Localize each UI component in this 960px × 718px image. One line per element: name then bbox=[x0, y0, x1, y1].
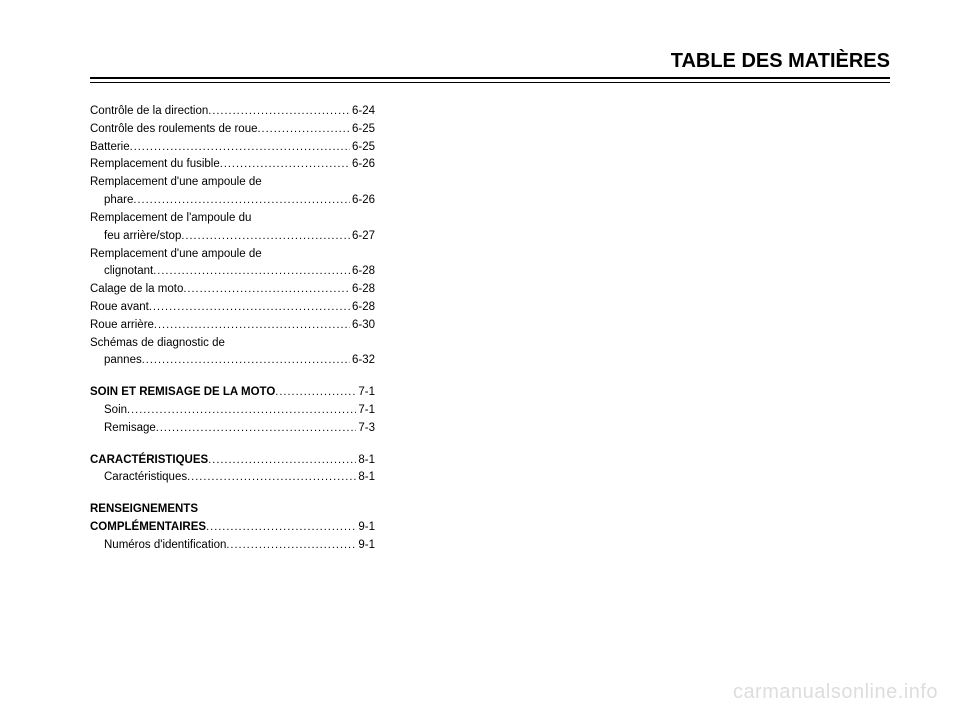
toc-page-number: 9-1 bbox=[356, 519, 375, 537]
toc-page-number: 8-1 bbox=[356, 452, 375, 470]
toc-row: Numéros d'identification 9-1 bbox=[90, 537, 375, 555]
toc-dot-leader bbox=[220, 156, 350, 173]
toc-label: Roue arrière bbox=[90, 317, 154, 335]
toc-label: CARACTÉRISTIQUES bbox=[90, 452, 208, 470]
toc-page-number: 6-24 bbox=[350, 103, 375, 121]
toc-row: COMPLÉMENTAIRES 9-1 bbox=[90, 519, 375, 537]
toc-row: Roue avant 6-28 bbox=[90, 299, 375, 317]
toc-label: Calage de la moto bbox=[90, 281, 183, 299]
toc-dot-leader bbox=[149, 299, 350, 316]
toc-row: Remplacement d'une ampoule de bbox=[90, 246, 375, 264]
toc-row: RENSEIGNEMENTS bbox=[90, 501, 375, 519]
toc-row: Remplacement d'une ampoule de bbox=[90, 174, 375, 192]
toc-dot-leader bbox=[127, 402, 356, 419]
toc-page-number: 6-27 bbox=[350, 228, 375, 246]
toc-label: Soin bbox=[104, 402, 127, 420]
toc-page-number: 6-28 bbox=[350, 263, 375, 281]
toc-dot-leader bbox=[208, 103, 350, 120]
toc-dot-leader bbox=[181, 228, 350, 245]
toc-section-gap bbox=[90, 370, 375, 384]
watermark-text: carmanualsonline.info bbox=[733, 681, 938, 704]
toc-label: Remisage bbox=[104, 420, 156, 438]
toc-label: Numéros d'identification bbox=[104, 537, 226, 555]
toc-row: Remplacement de l'ampoule du bbox=[90, 210, 375, 228]
header-rule-thin bbox=[90, 82, 890, 83]
toc-column: Contrôle de la direction6-24Contrôle des… bbox=[90, 103, 375, 555]
toc-dot-leader bbox=[183, 281, 350, 298]
page-title: TABLE DES MATIÈRES bbox=[90, 50, 890, 73]
toc-page-number: 6-30 bbox=[350, 317, 375, 335]
toc-dot-leader bbox=[156, 420, 357, 437]
toc-label: COMPLÉMENTAIRES bbox=[90, 519, 206, 537]
toc-label: Roue avant bbox=[90, 299, 149, 317]
toc-label: Caractéristiques bbox=[104, 469, 187, 487]
toc-row: Remisage 7-3 bbox=[90, 420, 375, 438]
toc-row: CARACTÉRISTIQUES 8-1 bbox=[90, 452, 375, 470]
toc-row: pannes 6-32 bbox=[90, 352, 375, 370]
toc-dot-leader bbox=[154, 317, 350, 334]
toc-page-number: 9-1 bbox=[356, 537, 375, 555]
toc-dot-leader bbox=[133, 192, 350, 209]
toc-row: Remplacement du fusible 6-26 bbox=[90, 156, 375, 174]
toc-row: Roue arrière 6-30 bbox=[90, 317, 375, 335]
toc-page-number: 6-26 bbox=[350, 156, 375, 174]
toc-label: Contrôle de la direction bbox=[90, 103, 208, 121]
toc-label: pannes bbox=[104, 352, 142, 370]
toc-row: Schémas de diagnostic de bbox=[90, 335, 375, 353]
toc-dot-leader bbox=[208, 452, 356, 469]
toc-label: feu arrière/stop bbox=[104, 228, 181, 246]
document-page: TABLE DES MATIÈRES Contrôle de la direct… bbox=[0, 0, 960, 718]
toc-page-number: 7-1 bbox=[356, 384, 375, 402]
toc-row: Contrôle des roulements de roue 6-25 bbox=[90, 121, 375, 139]
toc-page-number: 8-1 bbox=[356, 469, 375, 487]
toc-dot-leader bbox=[187, 469, 356, 486]
toc-dot-leader bbox=[206, 519, 356, 536]
toc-dot-leader bbox=[142, 352, 350, 369]
toc-label: clignotant bbox=[104, 263, 153, 281]
toc-page-number: 7-3 bbox=[356, 420, 375, 438]
toc-label: Batterie bbox=[90, 139, 130, 157]
toc-page-number: 6-25 bbox=[350, 121, 375, 139]
toc-dot-leader bbox=[130, 139, 350, 156]
toc-dot-leader bbox=[153, 263, 350, 280]
toc-label: RENSEIGNEMENTS bbox=[90, 501, 198, 519]
toc-label: SOIN ET REMISAGE DE LA MOTO bbox=[90, 384, 275, 402]
toc-row: Soin 7-1 bbox=[90, 402, 375, 420]
toc-page-number: 6-28 bbox=[350, 299, 375, 317]
toc-section-gap bbox=[90, 487, 375, 501]
toc-label: Remplacement d'une ampoule de bbox=[90, 174, 262, 192]
toc-label: Remplacement du fusible bbox=[90, 156, 220, 174]
toc-label: phare bbox=[104, 192, 133, 210]
toc-label: Remplacement d'une ampoule de bbox=[90, 246, 262, 264]
toc-row: feu arrière/stop 6-27 bbox=[90, 228, 375, 246]
toc-row: clignotant 6-28 bbox=[90, 263, 375, 281]
toc-page-number: 7-1 bbox=[356, 402, 375, 420]
toc-row: SOIN ET REMISAGE DE LA MOTO 7-1 bbox=[90, 384, 375, 402]
toc-dot-leader bbox=[258, 121, 350, 138]
toc-label: Contrôle des roulements de roue bbox=[90, 121, 258, 139]
toc-section-gap bbox=[90, 438, 375, 452]
toc-page-number: 6-32 bbox=[350, 352, 375, 370]
toc-label: Remplacement de l'ampoule du bbox=[90, 210, 251, 228]
toc-dot-leader bbox=[275, 384, 356, 401]
toc-page-number: 6-25 bbox=[350, 139, 375, 157]
toc-row: Calage de la moto 6-28 bbox=[90, 281, 375, 299]
toc-page-number: 6-26 bbox=[350, 192, 375, 210]
toc-dot-leader bbox=[226, 537, 356, 554]
toc-row: Batterie 6-25 bbox=[90, 139, 375, 157]
toc-row: Caractéristiques 8-1 bbox=[90, 469, 375, 487]
toc-row: phare 6-26 bbox=[90, 192, 375, 210]
toc-label: Schémas de diagnostic de bbox=[90, 335, 225, 353]
toc-page-number: 6-28 bbox=[350, 281, 375, 299]
toc-row: Contrôle de la direction 6-24 bbox=[90, 103, 375, 121]
header-rule-thick bbox=[90, 77, 890, 79]
